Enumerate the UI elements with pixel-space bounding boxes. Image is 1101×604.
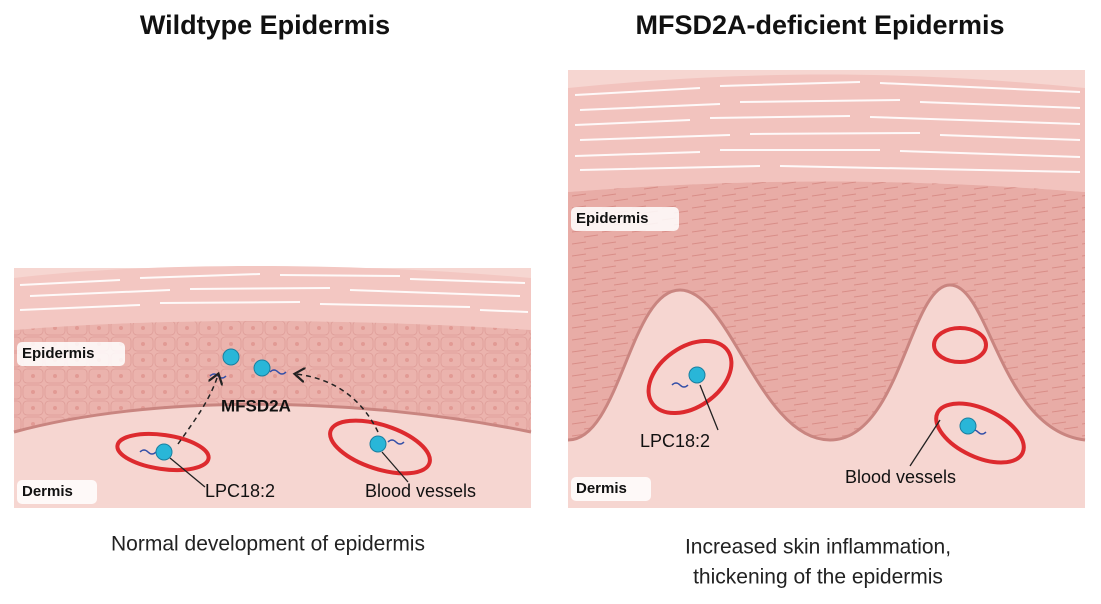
lipid-tail bbox=[139, 449, 157, 455]
stratum-corneum bbox=[14, 266, 531, 330]
blood-vessel bbox=[934, 401, 1026, 465]
lipid-label: LPC18:2 bbox=[640, 431, 710, 451]
caption: Increased skin inflammation, bbox=[685, 536, 951, 559]
transport-arrow bbox=[177, 375, 218, 445]
transport-arrow bbox=[296, 374, 379, 433]
basement-membrane bbox=[567, 283, 1086, 442]
blood-vessel bbox=[115, 431, 211, 473]
epidermis bbox=[568, 181, 1085, 440]
vessel-label: Blood vessels bbox=[845, 467, 956, 487]
basement-membrane bbox=[13, 402, 532, 434]
label-bg bbox=[17, 342, 125, 366]
caption: Normal development of epidermis bbox=[111, 533, 425, 556]
blood-vessel bbox=[932, 326, 988, 364]
label-bg bbox=[571, 477, 651, 501]
lipid bbox=[155, 443, 173, 461]
lipid-label: LPC18:2 bbox=[205, 481, 275, 501]
caption: thickening of the epidermis bbox=[693, 566, 943, 589]
epidermis-label: Epidermis bbox=[576, 210, 649, 227]
lipid bbox=[959, 417, 977, 435]
epidermis bbox=[14, 321, 531, 432]
dermis-label: Dermis bbox=[576, 480, 627, 497]
lipid bbox=[222, 348, 240, 366]
mfsd2a-label: MFSD2A bbox=[221, 396, 291, 415]
wildtype-panel: Wildtype Epidermis Epidermis Dermis MFSD… bbox=[13, 10, 532, 556]
lipid-tail bbox=[269, 369, 287, 375]
leader-line bbox=[909, 419, 941, 467]
lipid-tail bbox=[387, 439, 405, 445]
label-bg bbox=[571, 207, 679, 231]
epidermis-label: Epidermis bbox=[22, 345, 95, 362]
panel-title: Wildtype Epidermis bbox=[140, 10, 390, 40]
lipid bbox=[253, 359, 271, 377]
panel-title: MFSD2A-deficient Epidermis bbox=[635, 10, 1004, 40]
vessel-label: Blood vessels bbox=[365, 481, 476, 501]
lipid bbox=[369, 435, 387, 453]
deficient-panel: MFSD2A-deficient Epidermis Epidermis Der… bbox=[567, 10, 1086, 589]
blood-vessel bbox=[328, 418, 432, 476]
lipid-tail bbox=[671, 382, 689, 388]
keratin-layers bbox=[19, 273, 529, 313]
leader-line bbox=[381, 451, 409, 483]
lipid bbox=[688, 366, 706, 384]
label-bg bbox=[17, 480, 97, 504]
keratin-layers bbox=[574, 81, 1081, 173]
leader-line bbox=[169, 457, 206, 488]
leader-line bbox=[699, 384, 719, 431]
dermis-label: Dermis bbox=[22, 483, 73, 500]
